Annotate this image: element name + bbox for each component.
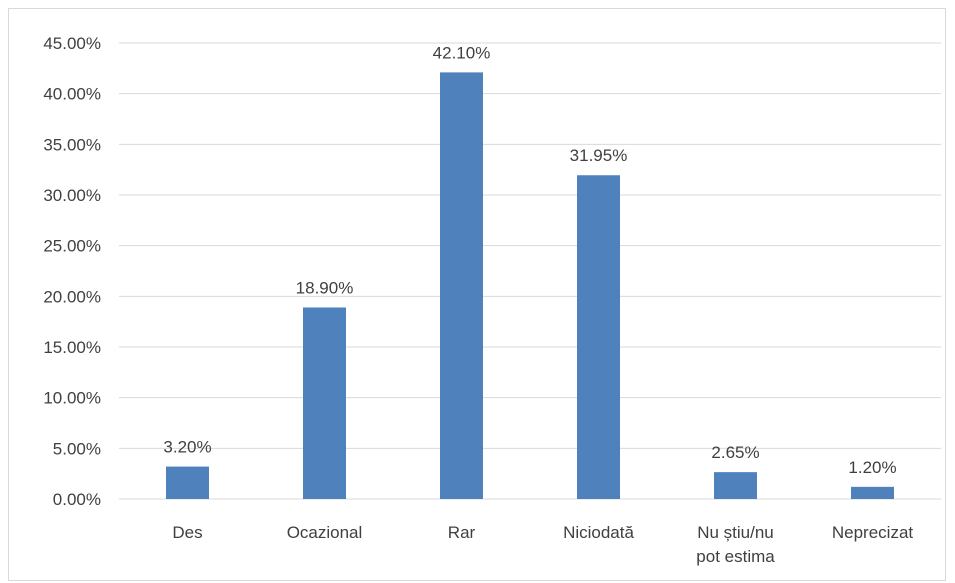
x-axis-category-labels: Des Ocazional Rar Niciodată Nu știu/nu pot es… bbox=[172, 523, 913, 566]
bar bbox=[303, 307, 346, 499]
y-tick-label: 0.00% bbox=[53, 490, 101, 509]
x-tick-label: Rar bbox=[448, 523, 476, 542]
x-tick-label: Niciodată bbox=[563, 523, 634, 542]
x-tick-label: Des bbox=[172, 523, 202, 542]
data-label: 42.10% bbox=[433, 43, 491, 62]
x-tick-label: Nu știu/nu bbox=[697, 523, 774, 542]
data-label: 31.95% bbox=[570, 146, 628, 165]
bar bbox=[166, 466, 209, 499]
bars bbox=[166, 72, 894, 500]
chart-frame: 0.00% 5.00% 10.00% 15.00% 20.00% 25.00% 30.00%… bbox=[8, 8, 946, 581]
x-tick-label: Ocazional bbox=[287, 523, 363, 542]
y-axis-tick-labels: 0.00% 5.00% 10.00% 15.00% 20.00% 25.00% 30.00%… bbox=[43, 34, 101, 509]
bar bbox=[440, 72, 483, 500]
data-labels: 3.20% 18.90% 42.10% 31.95% 2.65% 1.20% bbox=[163, 43, 896, 476]
bar bbox=[851, 486, 894, 499]
data-label: 18.90% bbox=[296, 278, 354, 297]
y-tick-label: 25.00% bbox=[43, 237, 101, 256]
y-tick-label: 40.00% bbox=[43, 85, 101, 104]
x-tick-label: Neprecizat bbox=[832, 523, 914, 542]
x-tick-label: pot estima bbox=[696, 547, 775, 566]
data-label: 2.65% bbox=[711, 443, 759, 462]
y-tick-label: 45.00% bbox=[43, 34, 101, 53]
y-tick-label: 15.00% bbox=[43, 338, 101, 357]
y-tick-label: 5.00% bbox=[53, 439, 101, 458]
bar bbox=[577, 175, 620, 500]
y-tick-label: 20.00% bbox=[43, 287, 101, 306]
y-tick-label: 10.00% bbox=[43, 389, 101, 408]
bar bbox=[714, 472, 757, 499]
bar-chart: 0.00% 5.00% 10.00% 15.00% 20.00% 25.00% 30.00%… bbox=[43, 34, 941, 566]
data-label: 3.20% bbox=[163, 438, 211, 457]
gridlines bbox=[119, 42, 941, 500]
y-tick-label: 30.00% bbox=[43, 186, 101, 205]
y-tick-label: 35.00% bbox=[43, 135, 101, 154]
data-label: 1.20% bbox=[848, 458, 896, 477]
